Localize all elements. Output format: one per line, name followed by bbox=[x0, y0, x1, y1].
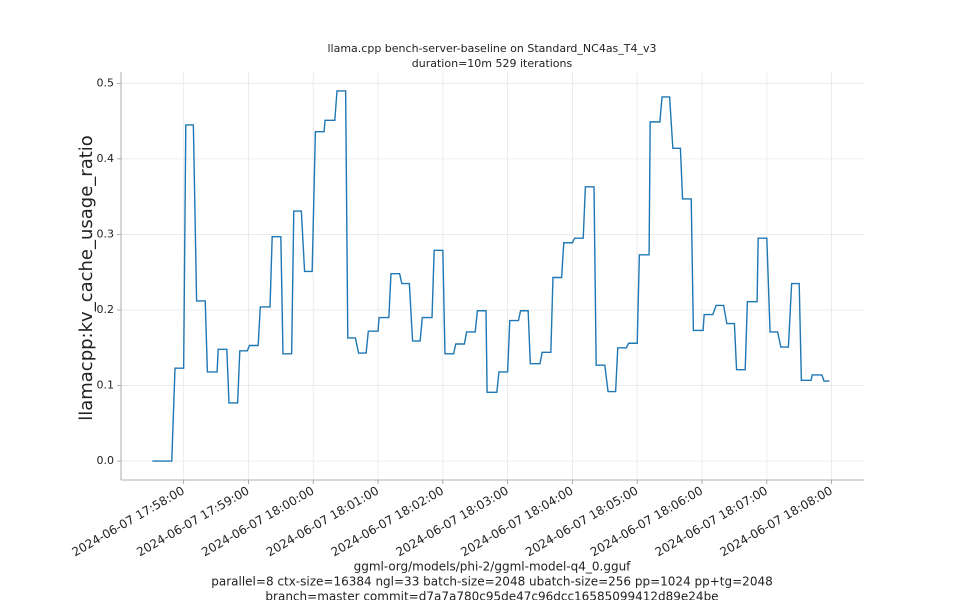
x-tick-label: 2024-06-07 18:05:00 bbox=[523, 484, 640, 560]
y-tick-label: 0.1 bbox=[97, 379, 115, 392]
footer-line: ggml-org/models/phi-2/ggml-model-q4_0.gg… bbox=[354, 560, 632, 574]
data-line bbox=[152, 90, 830, 462]
y-tick-label: 0.5 bbox=[97, 76, 115, 89]
x-tick-label: 2024-06-07 17:59:00 bbox=[134, 484, 251, 560]
chart-title: llama.cpp bench-server-baseline on Stand… bbox=[327, 42, 656, 55]
footer-line: branch=master commit=d7a7a780c95de47c96d… bbox=[265, 590, 718, 600]
y-tick-label: 0.2 bbox=[97, 303, 115, 316]
x-tick-label: 2024-06-07 18:04:00 bbox=[458, 484, 575, 560]
x-tick-label: 2024-06-07 18:00:00 bbox=[199, 484, 316, 560]
y-tick-label: 0.4 bbox=[97, 152, 115, 165]
x-tick-label: 2024-06-07 17:58:00 bbox=[70, 484, 187, 560]
x-tick-label: 2024-06-07 18:06:00 bbox=[588, 484, 705, 560]
x-tick-label: 2024-06-07 18:07:00 bbox=[653, 484, 770, 560]
y-tick-label: 0.0 bbox=[97, 454, 115, 467]
x-tick-label: 2024-06-07 18:02:00 bbox=[329, 484, 446, 560]
footer-line: parallel=8 ctx-size=16384 ngl=33 batch-s… bbox=[211, 575, 772, 589]
x-tick-label: 2024-06-07 18:08:00 bbox=[717, 484, 834, 560]
chart-subtitle: duration=10m 529 iterations bbox=[412, 57, 573, 70]
y-axis-label: llamacpp:kv_cache_usage_ratio bbox=[76, 135, 97, 421]
y-tick-label: 0.3 bbox=[97, 227, 115, 240]
x-tick-label: 2024-06-07 18:01:00 bbox=[264, 484, 381, 560]
x-tick-label: 2024-06-07 18:03:00 bbox=[393, 484, 510, 560]
